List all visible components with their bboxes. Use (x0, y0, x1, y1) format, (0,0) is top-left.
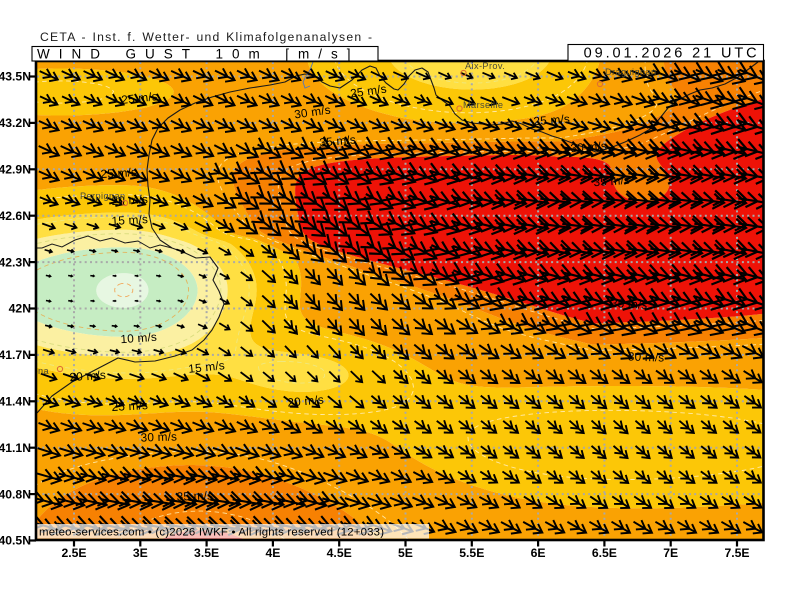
svg-text:40.8N: 40.8N (0, 487, 31, 501)
svg-text:42.3N: 42.3N (0, 255, 31, 269)
svg-text:Marseille: Marseille (463, 100, 503, 110)
svg-text:4.5E: 4.5E (327, 546, 352, 560)
svg-text:Barcelona: Barcelona (4, 366, 49, 376)
svg-text:35 m/s: 35 m/s (176, 488, 213, 503)
svg-text:30 m/s: 30 m/s (628, 349, 665, 364)
svg-text:CETA - Inst. f. Wetter- und Kl: CETA - Inst. f. Wetter- und Klimafolgena… (40, 30, 373, 44)
svg-text:Aix-Prov.: Aix-Prov. (465, 61, 505, 71)
svg-text:35 m/s: 35 m/s (611, 296, 648, 312)
svg-text:Draguignan: Draguignan (605, 67, 657, 77)
svg-text:6E: 6E (531, 546, 546, 560)
svg-text:41.4N: 41.4N (0, 395, 31, 409)
svg-text:15 m/s: 15 m/s (188, 358, 226, 376)
svg-text:3E: 3E (133, 546, 148, 560)
svg-text:35 m/s: 35 m/s (593, 173, 630, 190)
svg-text:meteo-services.com • (c)2026 I: meteo-services.com • (c)2026 IWKF • All … (39, 527, 384, 539)
svg-text:43.2N: 43.2N (0, 116, 31, 130)
svg-text:5.5E: 5.5E (459, 546, 484, 560)
svg-text:30 m/s: 30 m/s (570, 139, 607, 156)
svg-text:20 m/s: 20 m/s (111, 192, 148, 208)
svg-text:15 m/s: 15 m/s (111, 212, 148, 228)
svg-text:40.5N: 40.5N (0, 534, 31, 548)
svg-text:41.1N: 41.1N (0, 441, 31, 455)
svg-text:25 m/s: 25 m/s (349, 82, 387, 101)
svg-text:25 m/s: 25 m/s (100, 165, 137, 181)
svg-text:25 m/s: 25 m/s (111, 398, 148, 414)
svg-text:5E: 5E (398, 546, 413, 560)
svg-text:10 m/s: 10 m/s (120, 330, 157, 347)
svg-text:30 m/s: 30 m/s (140, 429, 177, 444)
svg-text:42.6N: 42.6N (0, 209, 31, 223)
svg-text:25 m/s: 25 m/s (121, 89, 159, 107)
svg-text:4E: 4E (265, 546, 280, 560)
svg-text:6.5E: 6.5E (592, 546, 617, 560)
svg-text:20 m/s: 20 m/s (69, 368, 106, 385)
svg-text:41.7N: 41.7N (0, 348, 31, 362)
svg-text:25 m/s: 25 m/s (533, 112, 570, 129)
svg-text:20 m/s: 20 m/s (287, 392, 325, 409)
svg-text:42N: 42N (9, 302, 31, 316)
svg-text:42.9N: 42.9N (0, 163, 31, 177)
svg-text:Perpignan: Perpignan (80, 191, 126, 201)
svg-text:2.5E: 2.5E (61, 546, 86, 560)
svg-text:09.01.2026 21 UTC: 09.01.2026 21 UTC (584, 46, 760, 62)
svg-text:43.5N: 43.5N (0, 70, 31, 84)
svg-text:35 m/s: 35 m/s (319, 132, 357, 149)
svg-text:3.5E: 3.5E (194, 546, 219, 560)
svg-text:30 m/s: 30 m/s (293, 103, 331, 122)
svg-text:WIND_GUST_10m_[m/s]: WIND_GUST_10m_[m/s] (37, 47, 360, 62)
svg-text:7E: 7E (663, 546, 678, 560)
svg-text:7.5E: 7.5E (724, 546, 749, 560)
